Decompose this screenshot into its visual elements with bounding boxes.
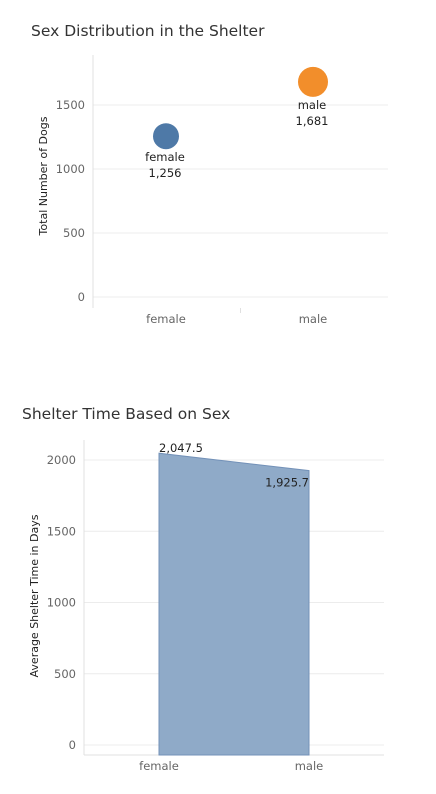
chart1-value-label-male: 1,681 (296, 114, 329, 128)
chart1-y-tick: 500 (63, 226, 85, 240)
chart1-y-tick: 0 (78, 290, 85, 304)
chart1-x-tick-female: female (146, 312, 186, 326)
chart1-point-male (298, 66, 328, 97)
chart1-y-tick: 1000 (56, 162, 85, 176)
chart1-y-tick: 1500 (56, 98, 85, 112)
chart1-value-label-female: 1,256 (149, 166, 182, 180)
chart1-point-label-female: female (145, 150, 185, 164)
chart1-point-label-male: male (298, 98, 327, 112)
chart1-x-tick-male: male (299, 312, 328, 326)
chart1-title: Sex Distribution in the Shelter (31, 22, 265, 40)
chart1-y-axis-label: Total Number of Dogs (37, 116, 50, 236)
chart1-point-female (153, 123, 179, 150)
chart2-title: Shelter Time Based on Sex (22, 405, 231, 423)
